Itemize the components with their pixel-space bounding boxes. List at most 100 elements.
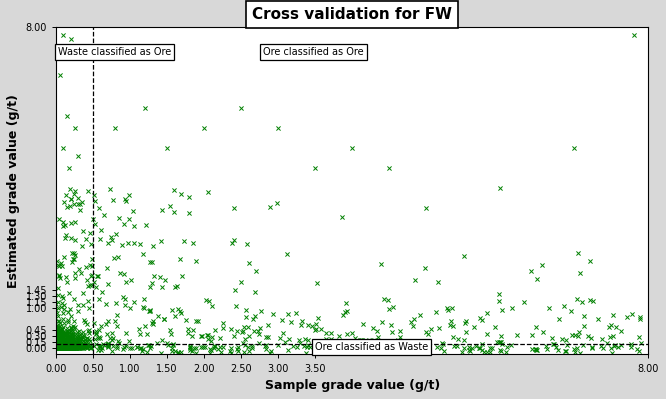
Point — [53, 343, 63, 350]
Point — [51, 343, 62, 350]
Point — [66, 328, 77, 334]
Point — [65, 345, 75, 351]
Point — [53, 340, 63, 346]
Point — [76, 342, 87, 348]
Point — [61, 342, 71, 348]
Point — [505, 342, 516, 348]
Point — [52, 342, 63, 348]
Point — [53, 343, 64, 350]
Point — [51, 344, 62, 351]
Point — [55, 345, 65, 351]
Point — [57, 345, 68, 351]
Point — [51, 345, 62, 351]
Point — [51, 342, 62, 349]
Point — [55, 345, 65, 352]
Point — [51, 344, 61, 350]
Point — [59, 334, 69, 340]
Point — [53, 341, 64, 347]
Point — [57, 344, 68, 350]
Point — [53, 345, 64, 352]
Point — [53, 344, 63, 351]
Point — [62, 344, 73, 350]
Point — [132, 344, 143, 351]
Point — [77, 227, 88, 234]
Point — [53, 338, 63, 344]
Point — [52, 343, 63, 349]
Point — [51, 342, 62, 348]
Point — [55, 344, 65, 350]
Point — [52, 344, 63, 351]
Point — [55, 345, 66, 352]
Point — [61, 342, 72, 349]
Point — [53, 343, 63, 349]
Point — [53, 345, 63, 351]
Point — [53, 343, 64, 350]
Point — [87, 272, 97, 278]
Point — [55, 344, 66, 350]
Point — [55, 342, 66, 348]
Point — [53, 344, 64, 350]
Point — [51, 343, 61, 350]
Point — [52, 345, 63, 351]
Point — [243, 344, 254, 350]
Point — [83, 336, 94, 343]
Point — [54, 343, 65, 350]
Point — [61, 345, 71, 352]
Point — [59, 345, 70, 352]
Point — [54, 344, 65, 350]
Point — [58, 344, 69, 350]
Point — [548, 341, 559, 348]
Point — [51, 345, 61, 351]
Point — [54, 344, 65, 350]
Point — [57, 293, 67, 300]
Point — [51, 328, 62, 334]
Point — [54, 344, 65, 350]
Point — [65, 343, 75, 350]
Point — [51, 344, 62, 350]
Point — [52, 340, 63, 347]
Point — [63, 344, 74, 351]
Point — [58, 342, 69, 349]
Point — [63, 344, 74, 350]
Point — [52, 344, 63, 350]
Point — [59, 344, 70, 350]
Point — [61, 345, 72, 352]
Point — [55, 344, 65, 350]
Point — [259, 342, 270, 349]
Point — [59, 345, 70, 352]
Point — [56, 344, 67, 350]
Point — [75, 341, 85, 348]
Point — [53, 343, 64, 350]
Point — [85, 229, 95, 236]
Point — [56, 344, 67, 350]
Point — [58, 344, 69, 351]
Point — [52, 344, 63, 351]
Point — [51, 343, 62, 349]
Point — [51, 345, 61, 351]
Point — [338, 312, 348, 318]
Point — [56, 343, 67, 350]
Point — [55, 344, 66, 351]
Point — [55, 342, 65, 349]
Point — [55, 342, 65, 348]
Point — [604, 324, 615, 330]
Point — [84, 338, 95, 344]
Point — [53, 345, 64, 352]
Point — [52, 342, 63, 348]
Point — [51, 345, 62, 351]
Point — [56, 345, 67, 352]
Point — [57, 341, 68, 348]
Point — [190, 350, 201, 356]
Point — [51, 344, 61, 350]
Point — [55, 344, 65, 350]
Point — [53, 343, 64, 350]
Point — [77, 342, 88, 349]
Point — [86, 342, 97, 348]
Point — [53, 344, 64, 351]
Point — [52, 345, 63, 351]
Point — [53, 345, 63, 351]
Point — [56, 345, 67, 352]
Point — [53, 344, 64, 350]
Point — [55, 344, 65, 351]
Point — [59, 344, 69, 350]
